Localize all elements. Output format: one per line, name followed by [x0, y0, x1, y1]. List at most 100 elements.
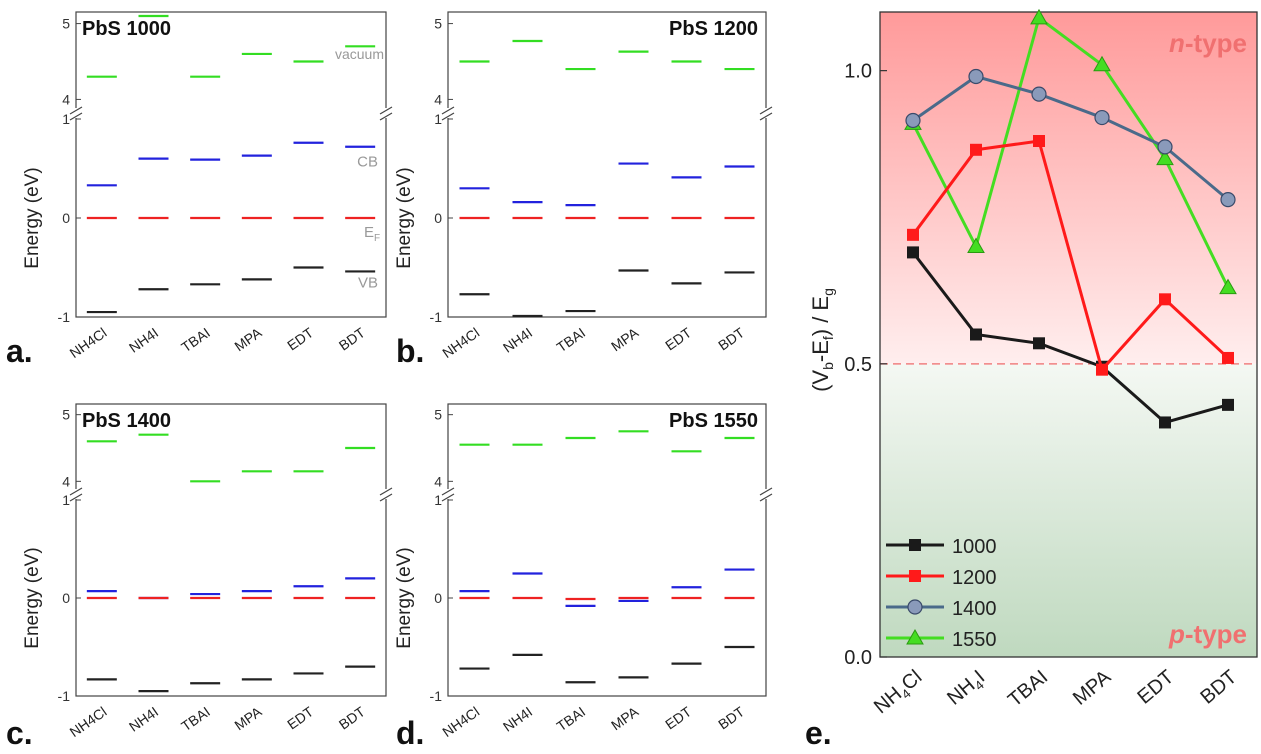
y-tick-label: 1 — [434, 111, 442, 127]
axis-break-mark-left — [69, 493, 83, 502]
axis-break-left-gap — [444, 489, 452, 499]
marker-square — [1033, 135, 1045, 147]
legend-label: 1550 — [952, 629, 997, 651]
axis-break-mark-left — [441, 493, 455, 502]
x-label-main: MPA — [1069, 666, 1116, 710]
x-tick-label: EDT — [284, 703, 316, 732]
vacuum-level-label: vacuum — [335, 46, 384, 62]
y-tick-label: -1 — [58, 309, 71, 325]
marker-triangle — [1093, 55, 1111, 72]
marker-square — [1096, 363, 1108, 376]
y-tick-label: 1 — [62, 111, 70, 127]
axis-break-mark-right — [759, 112, 773, 121]
marker-square — [970, 328, 982, 341]
p-rest: -type — [1185, 619, 1247, 649]
x-tick-label: TBAI — [1004, 666, 1052, 711]
panel-title: PbS 1400 — [82, 410, 171, 432]
panel-label: b. — [396, 333, 424, 369]
panel-label: d. — [396, 715, 424, 749]
x-tick-label: NH4Cl — [439, 324, 482, 361]
axis-break-right-gap — [382, 108, 390, 118]
x-tick-label: NH4I — [943, 666, 991, 712]
y-tick-label: 4 — [62, 473, 70, 489]
marker-circle — [907, 599, 923, 615]
legend-entry-1000: 1000 — [886, 536, 997, 558]
marker-square — [909, 539, 921, 551]
axis-break-mark-right — [379, 112, 393, 121]
marker-circle — [1157, 139, 1173, 155]
vb-level-label: VB — [358, 274, 378, 291]
x-tick-label: MPA — [231, 324, 265, 354]
marker-circle — [1220, 192, 1236, 208]
axis-break-mark-left — [69, 112, 83, 121]
y-tick-label: 0 — [62, 210, 70, 226]
x-tick-label: NH4Cl — [870, 666, 928, 721]
y-tick-label: 1 — [434, 492, 442, 508]
y-tick-label: 0 — [434, 590, 442, 606]
marker-circle — [968, 68, 984, 85]
marker-square — [1222, 398, 1234, 411]
x-tick-label: NH4I — [500, 703, 535, 734]
x-label-main: EDT — [1133, 666, 1178, 709]
x-tick-label: TBAI — [554, 324, 589, 355]
p-type-region — [880, 363, 1257, 657]
axis-break-left-gap — [444, 108, 452, 118]
axis-break-mark-right — [379, 487, 393, 496]
cb-level-label: CB — [357, 154, 378, 171]
energy-panel-1: 4 5 -1 0 1 Energy (eV) PbS 1000 NH4Cl NH4I TBAI MP… — [6, 11, 393, 369]
marker-square — [909, 570, 921, 582]
axis-break-right-gap — [762, 489, 770, 499]
y-label-part: -E — [808, 340, 833, 362]
y-axis-label: (Vb-Ef) / Eg — [808, 288, 836, 392]
x-label-main: BDT — [1196, 666, 1241, 709]
series-1200 — [907, 135, 1234, 376]
x-tick-label: NH4Cl — [67, 703, 110, 740]
x-tick-label: MPA — [231, 703, 265, 733]
ef-subscript: F — [374, 233, 380, 244]
legend-label: 1200 — [952, 567, 997, 589]
energy-panel-2: 4 5 -1 0 1 Energy (eV) PbS 1200 NH4Cl NH4I TBAI MP… — [394, 11, 773, 369]
y-axis-label: Energy (eV) — [394, 547, 415, 648]
y-tick-label: 4 — [434, 91, 442, 107]
y-tick-label: -1 — [430, 688, 443, 704]
x-tick-label: NH4Cl — [67, 324, 110, 361]
x-tick-label: NH4I — [126, 324, 161, 355]
x-tick-label: NH4I — [500, 324, 535, 355]
marker-circle — [905, 112, 921, 129]
panel-frame — [447, 11, 767, 318]
n-type-region — [880, 12, 1257, 364]
axis-break-mark-left — [69, 487, 83, 496]
y-tick-label: 1.0 — [844, 61, 872, 83]
marker-triangle — [1156, 149, 1174, 166]
ef-main: E — [364, 224, 374, 241]
y-axis-label: Energy (eV) — [22, 167, 43, 268]
marker-square — [970, 143, 982, 156]
axis-break-right-gap — [762, 108, 770, 118]
x-tick-label: EDT — [284, 324, 316, 353]
legend-entry-1200: 1200 — [886, 567, 997, 589]
x-tick-label: EDT — [1133, 666, 1178, 709]
marker-square — [1222, 351, 1234, 364]
ef-level-label: EF — [364, 224, 380, 244]
series-line — [912, 74, 1229, 201]
panel-frame — [75, 11, 387, 318]
panel-label: c. — [6, 715, 33, 749]
x-tick-label: TBAI — [178, 324, 213, 355]
legend-entry-1400: 1400 — [886, 598, 997, 620]
y-tick-label: -1 — [430, 309, 443, 325]
marker-circle — [1031, 86, 1047, 102]
y-tick-label: -1 — [58, 688, 71, 704]
series-line — [911, 139, 1230, 373]
marker-square — [1033, 337, 1045, 350]
axis-break-left-gap — [72, 489, 80, 499]
y-tick-label: 5 — [62, 407, 70, 423]
marker-triangle — [906, 628, 924, 645]
y-tick-label: 1 — [62, 492, 70, 508]
series-1400 — [905, 68, 1236, 208]
legend-entry-1550: 1550 — [886, 628, 997, 651]
panel-label: e. — [805, 715, 832, 749]
x-tick-label: BDT — [336, 703, 368, 732]
n-type-label: n-type — [1169, 28, 1247, 58]
